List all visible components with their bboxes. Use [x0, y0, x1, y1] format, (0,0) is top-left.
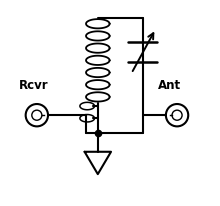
Text: Ant: Ant: [158, 79, 181, 92]
Text: Rcvr: Rcvr: [18, 79, 48, 92]
